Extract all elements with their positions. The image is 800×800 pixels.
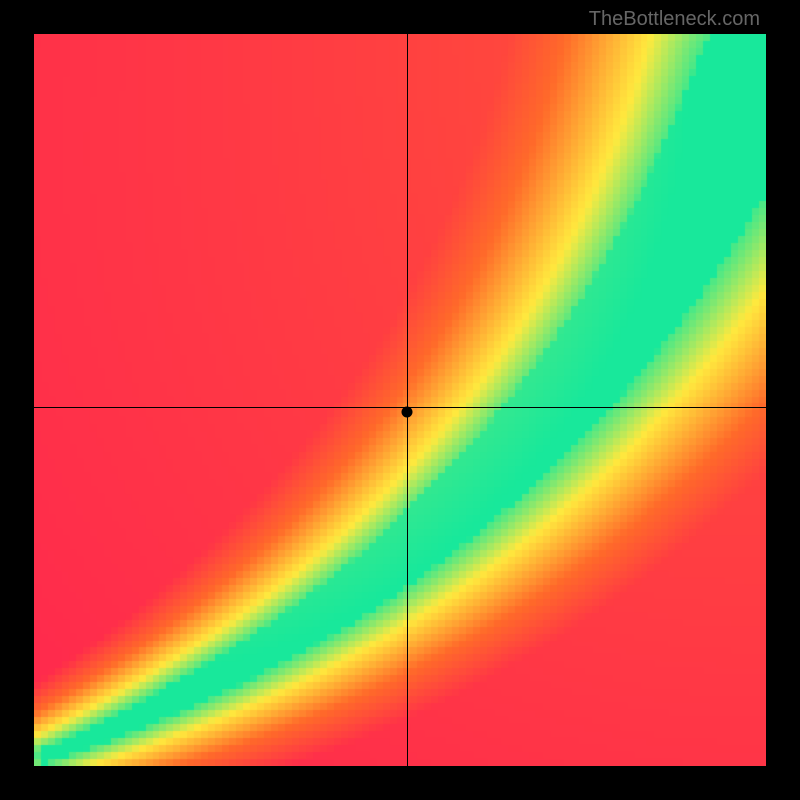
heatmap-plot-area (34, 34, 766, 766)
chart-container: TheBottleneck.com (0, 0, 800, 800)
crosshair-marker-dot (402, 407, 413, 418)
crosshair-horizontal (34, 407, 766, 408)
attribution-text: TheBottleneck.com (589, 8, 760, 31)
heatmap-canvas (34, 34, 766, 766)
crosshair-vertical (407, 34, 408, 766)
